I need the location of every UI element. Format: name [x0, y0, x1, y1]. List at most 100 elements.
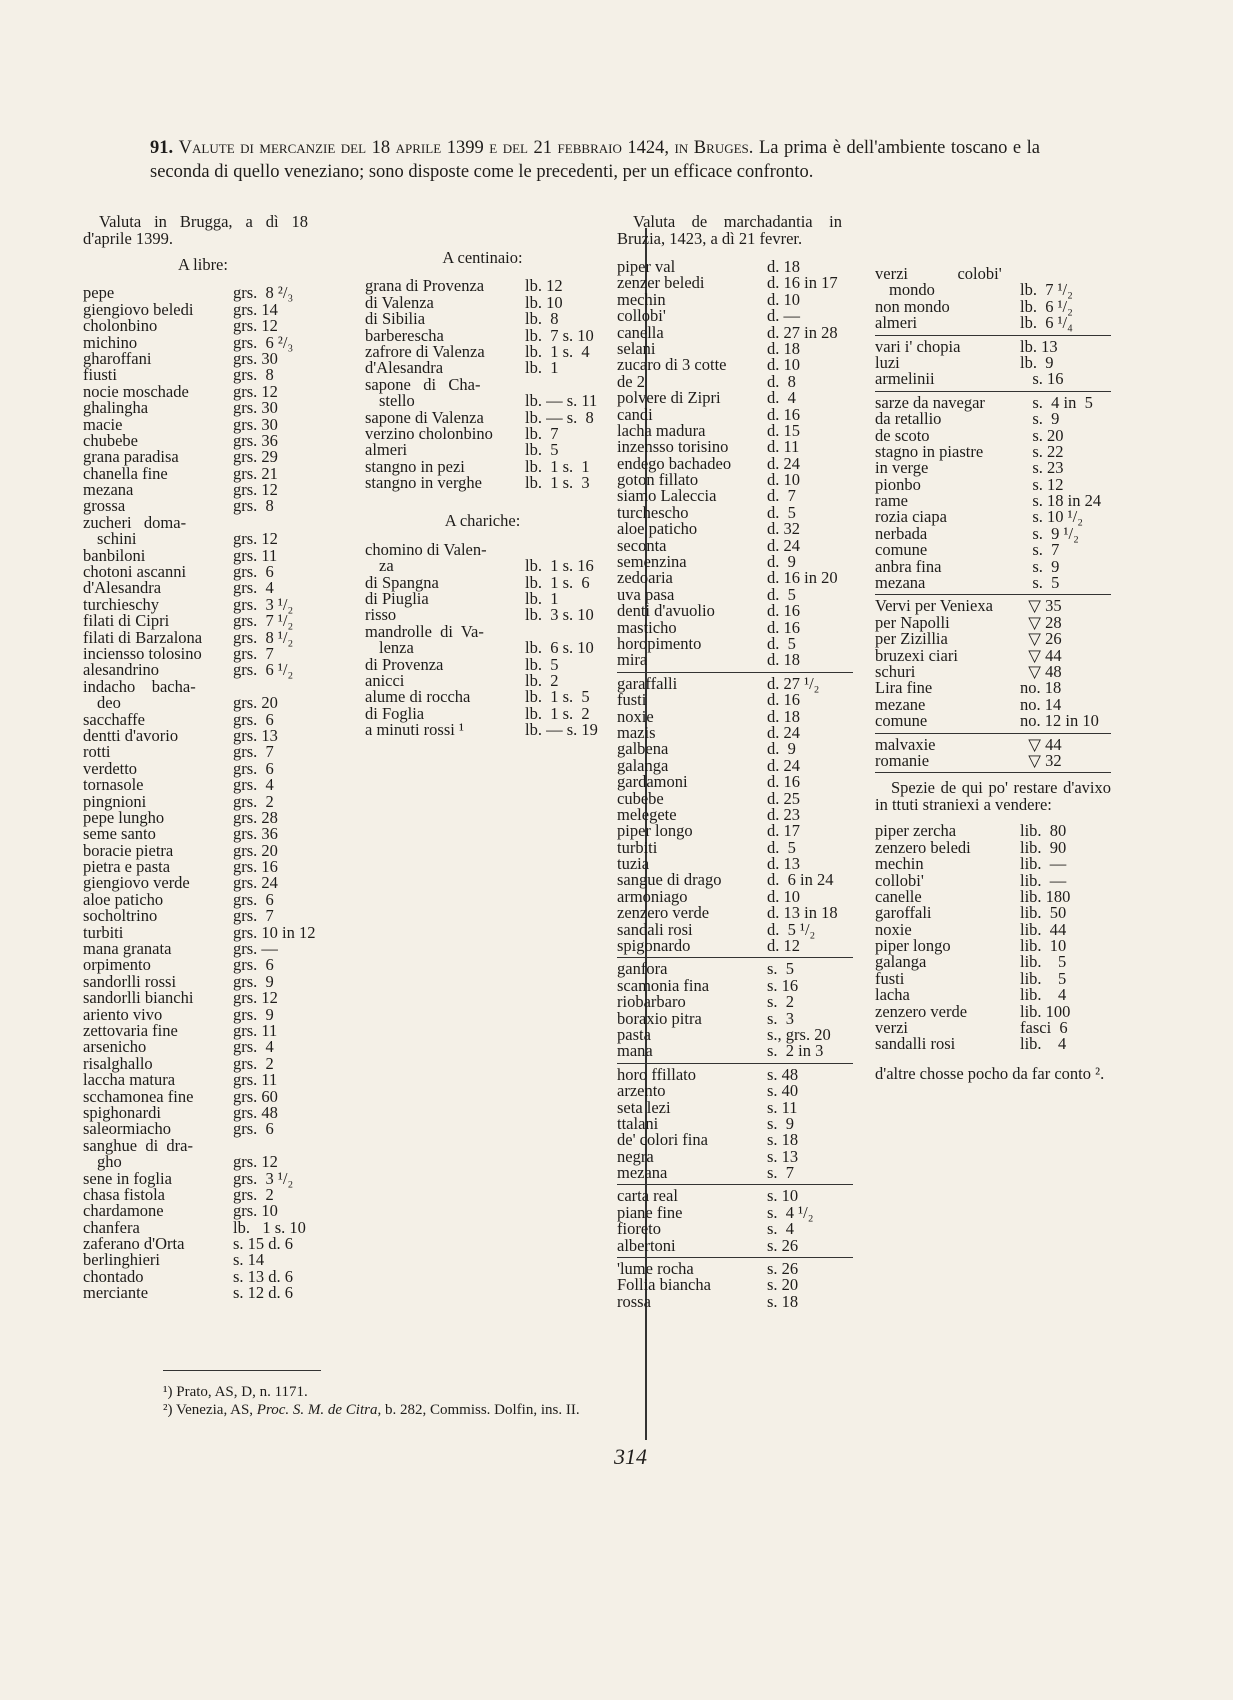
item-value: lib. 90 — [1020, 837, 1067, 857]
item-value: lb. 3 s. 10 — [525, 605, 594, 625]
list-item: lacha madura d. 15 — [617, 422, 853, 439]
item-name: di Valenza — [365, 292, 434, 312]
item-value: lib. 180 — [1020, 886, 1071, 906]
item-value: d. 16 in 17 — [767, 273, 838, 293]
item-name: spighonardi — [83, 1102, 161, 1122]
item-value: grs. 10 in 12 — [233, 922, 316, 942]
item-name: goton fillato — [617, 470, 699, 490]
list-item: ariento vivo grs. 9 — [83, 1006, 323, 1023]
item-name: pepe — [83, 283, 115, 303]
item-value: grs. 8 ²/₃ — [233, 283, 294, 303]
list-item: zenzero verde lib. 100 — [875, 1001, 1111, 1021]
list-item: sandorlli rossi grs. 9 — [83, 971, 323, 991]
item-value: lb. 13 — [1020, 336, 1058, 356]
group-separator — [617, 1257, 853, 1259]
list-item: rotti grs. 7 — [83, 743, 323, 760]
item-value: grs. 2 — [233, 1184, 274, 1204]
item-name: malvaxie — [875, 734, 936, 754]
item-name: zenzero verde — [875, 1001, 968, 1021]
list-item: stagno in piastre s. 22 — [875, 443, 1111, 460]
list-item: sapone di Valenza lb. — s. 8 — [365, 409, 600, 426]
item-name: sandorlli rossi — [83, 971, 177, 991]
item-value: d. 24 — [767, 453, 800, 473]
list-item: romanie ▽ 32 — [875, 752, 1111, 769]
item-name: zenzero beledi — [875, 837, 971, 857]
list-item: chomino di Valen- — [365, 541, 600, 558]
item-name: pepe lungho — [83, 807, 165, 827]
item-value: lb. 1 — [525, 358, 559, 378]
list-item: galanga d. 24 — [617, 755, 853, 775]
item-name: mechin — [875, 854, 924, 874]
item-name: boraxio pitra — [617, 1008, 702, 1028]
item-name: zaferano d'Orta — [83, 1234, 185, 1254]
item-name: deo — [97, 693, 121, 713]
section-heading: Valute di mercanzie del 18 aprile 1399 e… — [178, 138, 754, 158]
item-name: sapone di Cha- — [365, 374, 481, 394]
item-value: s. 4 in 5 — [1020, 392, 1093, 412]
item-name: mezane — [875, 694, 926, 714]
column-divider — [645, 228, 647, 1440]
list-item: mazis d. 24 — [617, 724, 853, 741]
item-value: d. 7 — [767, 486, 796, 506]
item-name: candi — [617, 404, 653, 424]
list-item: sacchaffe grs. 6 — [83, 711, 323, 728]
footnote-2: ²) Venezia, AS, Proc. S. M. de Citra, b.… — [163, 1402, 580, 1419]
list-item: socholtrino grs. 7 — [83, 907, 323, 924]
list-item: mana granata grs. — — [83, 939, 323, 959]
list-item: schuri ▽ 48 — [875, 661, 1111, 681]
item-value: ▽ 48 — [1020, 661, 1062, 681]
list-item: luzi lb. 9 — [875, 354, 1111, 371]
item-name: zenzer beledi — [617, 273, 705, 293]
list-item: garaffalli d. 27 ¹/₂ — [617, 675, 853, 692]
list-item: de 2 d. 8 — [617, 373, 853, 390]
item-group: verzi colobi' mondo lb. 7 ¹/₂ non mondo lb. … — [875, 265, 1111, 332]
item-value: fasci 6 — [1020, 1018, 1068, 1038]
item-value: s. 15 d. 6 — [233, 1234, 294, 1254]
item-name: gardamoni — [617, 772, 688, 792]
list-item: armelinii s. 16 — [875, 370, 1111, 387]
list-item: grana di Provenza lb. 12 — [365, 277, 600, 294]
subheading-a-chariche: A chariche: — [444, 511, 521, 531]
item-value: d. 16 — [767, 601, 800, 621]
item-value: d. 9 — [767, 739, 796, 759]
list-item: collobi' d. — — [617, 307, 853, 324]
list-item: melegete d. 23 — [617, 806, 853, 823]
list-item: chanella fine grs. 21 — [83, 465, 323, 482]
item-name: denti d'avuolio — [617, 601, 715, 621]
item-name: piper val — [617, 257, 676, 276]
item-value: d. 11 — [767, 437, 800, 457]
item-value: grs. 13 — [233, 725, 278, 745]
subheading-a-centinaio: A centinaio: — [442, 248, 523, 267]
item-value: grs. 20 — [233, 840, 278, 860]
item-value: lb. — s. 19 — [525, 720, 598, 740]
list-item: scchamonea fine grs. 60 — [83, 1088, 323, 1105]
item-value: d. 18 — [767, 650, 800, 670]
item-name: zucheri doma- — [83, 512, 187, 532]
item-value: grs. 29 — [233, 447, 278, 467]
item-group: garaffalli d. 27 ¹/₂ fusti d. 16 noxie d. 18 m… — [617, 675, 853, 955]
item-value: s. 2 — [767, 992, 795, 1012]
item-value: d. 5 — [767, 633, 796, 653]
item-name: in verge — [875, 458, 929, 478]
item-value: no. 12 in 10 — [1020, 711, 1099, 731]
item-name: mana granata — [83, 939, 172, 959]
item-name: galanga — [617, 755, 669, 775]
list-item: rossa s. 18 — [617, 1293, 853, 1310]
list-item: galanga lib. 5 — [875, 953, 1111, 970]
list-item: sapone di Cha- — [365, 374, 600, 394]
item-name: a minuti rossi ¹ — [365, 720, 464, 740]
item-value: grs. 28 — [233, 807, 278, 827]
item-name: albertoni — [617, 1235, 676, 1255]
list-item: rozia ciapa s. 10 ¹/₂ — [875, 509, 1111, 526]
item-name: horo ffillato — [617, 1064, 696, 1084]
item-name: michino — [83, 332, 138, 352]
item-value: s. 7 — [1020, 540, 1060, 560]
item-name: masticho — [617, 617, 677, 637]
item-name: mandrolle di Va- — [365, 621, 484, 641]
item-value: d. 24 — [767, 755, 800, 775]
list-item: pingnioni grs. 2 — [83, 793, 323, 810]
item-value: lib. 44 — [1020, 919, 1067, 939]
item-value: grs. 8 — [233, 496, 274, 516]
item-value: d. 27 in 28 — [767, 322, 838, 342]
footnote-2-rest: , b. 282, Commiss. Dolfin, ins. II. — [377, 1402, 580, 1418]
